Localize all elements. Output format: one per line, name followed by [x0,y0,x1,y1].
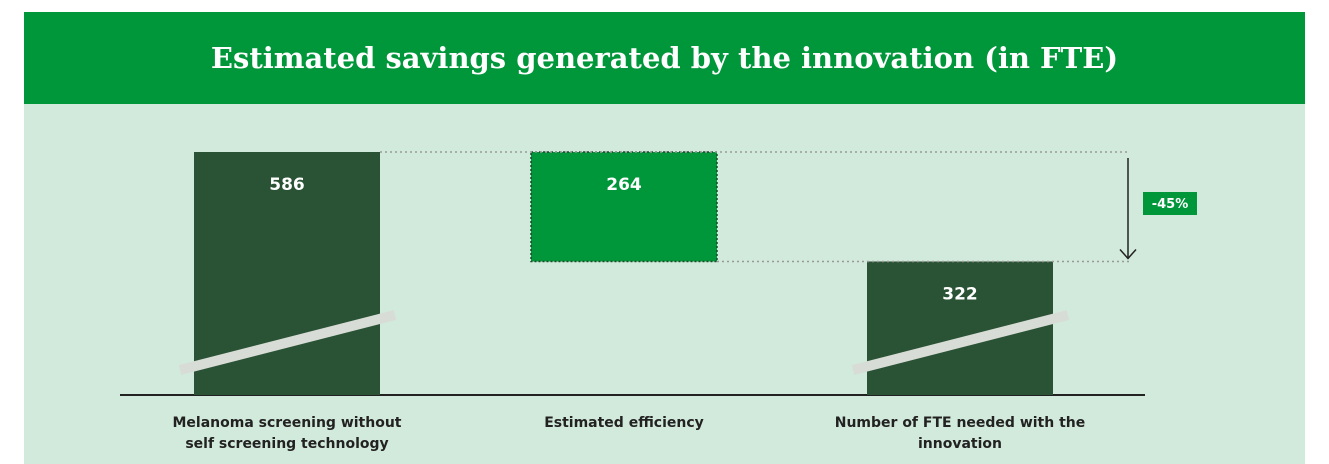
value-label: 322 [942,284,978,304]
category-label: Estimated efficiency [544,415,704,431]
chart-title: Estimated savings generated by the innov… [24,12,1305,104]
break-mark [178,310,397,375]
value-label: 586 [269,175,305,195]
value-label: 264 [606,175,642,195]
bar [530,151,718,263]
break-mark [851,310,1070,375]
annotation-box [1143,192,1197,215]
annotation: -45% [1152,197,1189,212]
category-label: Melanoma screening without self screenin… [172,415,402,452]
category-label: Number of FTE needed with the innovation [834,415,1086,452]
arrow-head [1119,248,1137,260]
